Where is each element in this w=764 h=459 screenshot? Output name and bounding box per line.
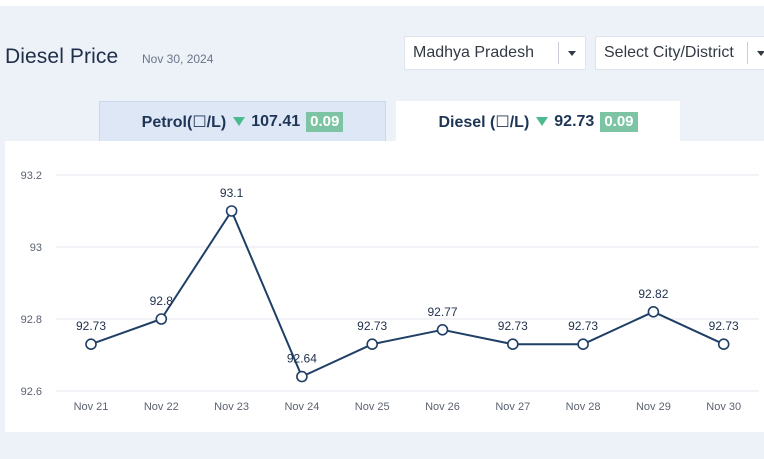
page-date: Nov 30, 2024 — [142, 52, 214, 66]
price-line-chart: 92.6 92.8 93 93.2 Nov 21 Nov 22 Nov 23 Nov 24 No… — [21, 170, 759, 413]
x-tick-label: Nov 23 — [214, 401, 249, 413]
data-point — [85, 338, 97, 350]
tab-petrol-price: 107.41 — [251, 112, 301, 130]
x-tick-label: Nov 22 — [144, 401, 179, 413]
data-point — [366, 338, 379, 350]
data-point — [647, 306, 660, 318]
x-tick-label: Nov 30 — [706, 401, 741, 413]
x-tick-label: Nov 27 — [495, 401, 530, 413]
data-label: 92.64 — [287, 352, 317, 366]
petrol-change-badge: 0.09 — [306, 111, 344, 132]
x-tick-label: Nov 29 — [636, 401, 671, 413]
data-label: 92.73 — [357, 319, 387, 333]
data-label: 92.73 — [498, 319, 528, 333]
data-label: 92.8 — [150, 294, 174, 308]
data-label: 92.73 — [568, 319, 598, 333]
data-point — [225, 205, 238, 217]
data-point — [717, 338, 730, 350]
y-tick-label: 93 — [30, 242, 42, 254]
data-label: 92.77 — [427, 305, 457, 319]
select-divider — [747, 42, 748, 64]
data-label: 93.1 — [220, 186, 244, 200]
chart-card: 92.6 92.8 93 93.2 Nov 21 Nov 22 Nov 23 Nov 24 No… — [5, 141, 764, 432]
y-tick-label: 93.2 — [21, 170, 42, 182]
data-label: 92.73 — [76, 319, 106, 333]
tab-diesel[interactable]: Diesel (☐/L) 92.73 0.09 — [396, 101, 680, 142]
state-select[interactable]: Madhya Pradesh — [404, 36, 586, 70]
tab-petrol[interactable]: Petrol(☐/L) 107.41 0.09 — [99, 101, 386, 141]
city-select-value: Select City/District — [604, 44, 734, 61]
page-title: Diesel Price — [5, 45, 119, 68]
chevron-down-icon[interactable] — [748, 50, 764, 56]
data-label: 92.82 — [638, 287, 668, 301]
y-tick-label: 92.8 — [21, 314, 42, 326]
x-tick-label: Nov 25 — [355, 401, 390, 413]
series-line — [90, 210, 725, 378]
data-point — [577, 338, 589, 350]
tab-petrol-label: Petrol(☐/L) — [141, 113, 227, 131]
tab-diesel-label: Diesel (☐/L) — [438, 113, 530, 131]
x-tick-label: Nov 28 — [566, 401, 601, 413]
data-point — [155, 313, 168, 325]
trend-down-icon — [233, 117, 246, 126]
data-label: 92.73 — [709, 319, 739, 333]
x-tick-label: Nov 26 — [425, 401, 460, 413]
trend-down-icon — [536, 117, 549, 126]
select-divider — [558, 42, 559, 64]
chevron-down-icon[interactable] — [559, 50, 585, 56]
top-strip — [0, 0, 764, 6]
tab-diesel-price: 92.73 — [554, 112, 595, 130]
state-select-value: Madhya Pradesh — [413, 44, 534, 61]
x-tick-label: Nov 24 — [284, 401, 319, 413]
y-tick-label: 92.6 — [21, 386, 42, 398]
data-point — [296, 370, 308, 383]
data-point — [436, 324, 449, 336]
x-tick-label: Nov 21 — [74, 401, 109, 413]
data-point — [506, 338, 519, 350]
city-select[interactable]: Select City/District — [595, 36, 764, 70]
diesel-change-badge: 0.09 — [600, 111, 638, 132]
